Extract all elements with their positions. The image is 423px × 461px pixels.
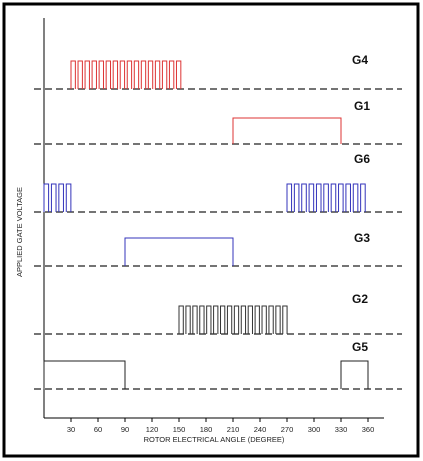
x-tick-label-210: 210 <box>227 425 240 434</box>
signal-g1-segment-1 <box>232 117 342 144</box>
x-tick-label-120: 120 <box>146 425 159 434</box>
signal-g3-segment-1 <box>124 237 234 266</box>
x-tick-label-180: 180 <box>200 425 213 434</box>
signal-g6-segment-2 <box>286 183 366 212</box>
signal-g6-segment-1 <box>43 183 72 212</box>
x-tick-label-90: 90 <box>121 425 129 434</box>
x-tick-label-240: 240 <box>254 425 267 434</box>
signal-g5-segment-1 <box>43 360 126 389</box>
signal-g5-segment-2 <box>340 360 369 389</box>
x-tick-label-330: 330 <box>335 425 348 434</box>
x-tick-label-300: 300 <box>308 425 321 434</box>
x-tick-label-30: 30 <box>67 425 75 434</box>
x-tick-label-360: 360 <box>362 425 375 434</box>
series-label-g4: G4 <box>352 53 368 67</box>
signal-g2-segment-1 <box>178 305 288 334</box>
series-label-g6: G6 <box>354 152 370 166</box>
x-tick-label-150: 150 <box>173 425 186 434</box>
series-label-g1: G1 <box>354 99 370 113</box>
x-tick-label-270: 270 <box>281 425 294 434</box>
y-axis-label: APPLIED GATE VOLTAGE <box>15 187 24 277</box>
x-axis-label: ROTOR ELECTRICAL ANGLE (DEGREE) <box>144 435 285 444</box>
signal-g4-segment-1 <box>70 60 182 89</box>
series-label-g5: G5 <box>352 340 368 354</box>
x-tick-label-60: 60 <box>94 425 102 434</box>
series-label-g3: G3 <box>354 231 370 245</box>
series-label-g2: G2 <box>352 292 368 306</box>
